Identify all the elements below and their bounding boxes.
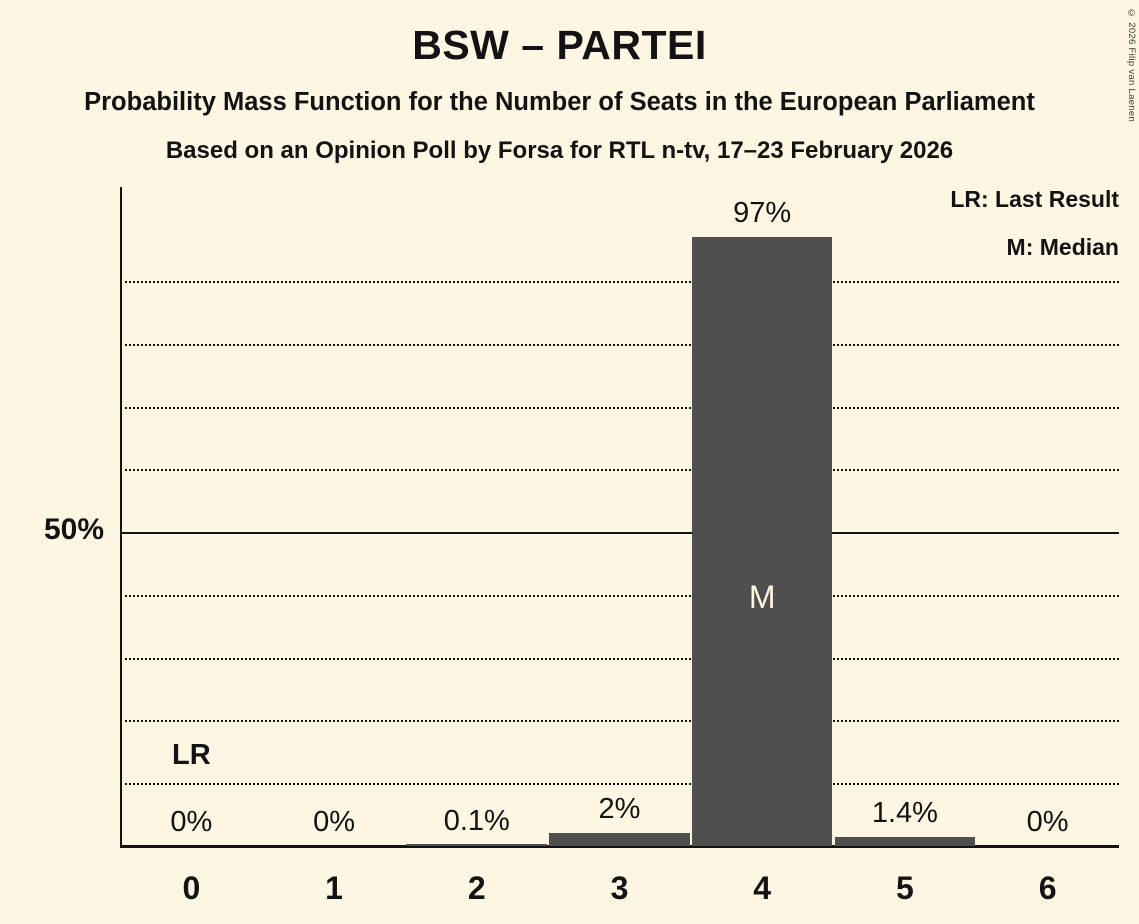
x-tick-2: 2 bbox=[467, 870, 486, 906]
x-tick-5: 5 bbox=[896, 870, 914, 906]
median-marker: M bbox=[748, 579, 776, 616]
last-result-marker: LR bbox=[172, 739, 211, 772]
bar-seats-5[interactable] bbox=[834, 837, 976, 846]
chart-subtitle: Probability Mass Function for the Number… bbox=[84, 88, 1035, 116]
gridline-60 bbox=[120, 469, 1119, 472]
y-axis-line bbox=[120, 187, 122, 848]
bar-seats-2[interactable] bbox=[406, 844, 548, 846]
legend-last-result: LR: Last Result bbox=[950, 186, 1119, 212]
x-tick-6: 6 bbox=[1038, 870, 1057, 906]
gridline-80 bbox=[120, 343, 1119, 346]
x-tick-1: 1 bbox=[325, 870, 343, 906]
copyright-notice: © 2026 Filip van Laenen bbox=[1126, 8, 1137, 123]
value-label-seats-3: 2% bbox=[598, 793, 641, 826]
gridline-10 bbox=[120, 783, 1119, 786]
bar-seats-3[interactable] bbox=[549, 833, 690, 846]
page-title: BSW – PARTEI bbox=[412, 22, 707, 68]
x-tick-0: 0 bbox=[182, 870, 201, 906]
plot-area: 0% LR 0% 0.1% 2% M 97% 1.4% 0% bbox=[120, 187, 1119, 846]
value-label-seats-2: 0.1% bbox=[443, 805, 510, 838]
chart-source-note: Based on an Opinion Poll by Forsa for RT… bbox=[165, 137, 954, 164]
gridline-70 bbox=[120, 406, 1119, 409]
x-tick-4: 4 bbox=[753, 870, 772, 906]
value-label-seats-5: 1.4% bbox=[871, 797, 938, 830]
gridline-20 bbox=[120, 720, 1119, 723]
x-axis-line bbox=[120, 845, 1119, 848]
gridline-90 bbox=[120, 281, 1119, 284]
value-label-seats-1: 0% bbox=[313, 806, 356, 838]
gridline-major-50 bbox=[120, 532, 1119, 535]
bar-seats-4[interactable]: M bbox=[691, 237, 833, 846]
y-axis-label-50: 50% bbox=[43, 513, 104, 546]
gridline-30 bbox=[120, 657, 1119, 660]
value-label-seats-0: 0% bbox=[170, 806, 213, 838]
value-label-seats-4: 97% bbox=[733, 197, 792, 230]
gridline-40 bbox=[120, 594, 1119, 597]
value-label-seats-6: 0% bbox=[1026, 806, 1069, 838]
x-tick-3: 3 bbox=[610, 870, 629, 906]
legend-median: M: Median bbox=[1006, 234, 1119, 260]
